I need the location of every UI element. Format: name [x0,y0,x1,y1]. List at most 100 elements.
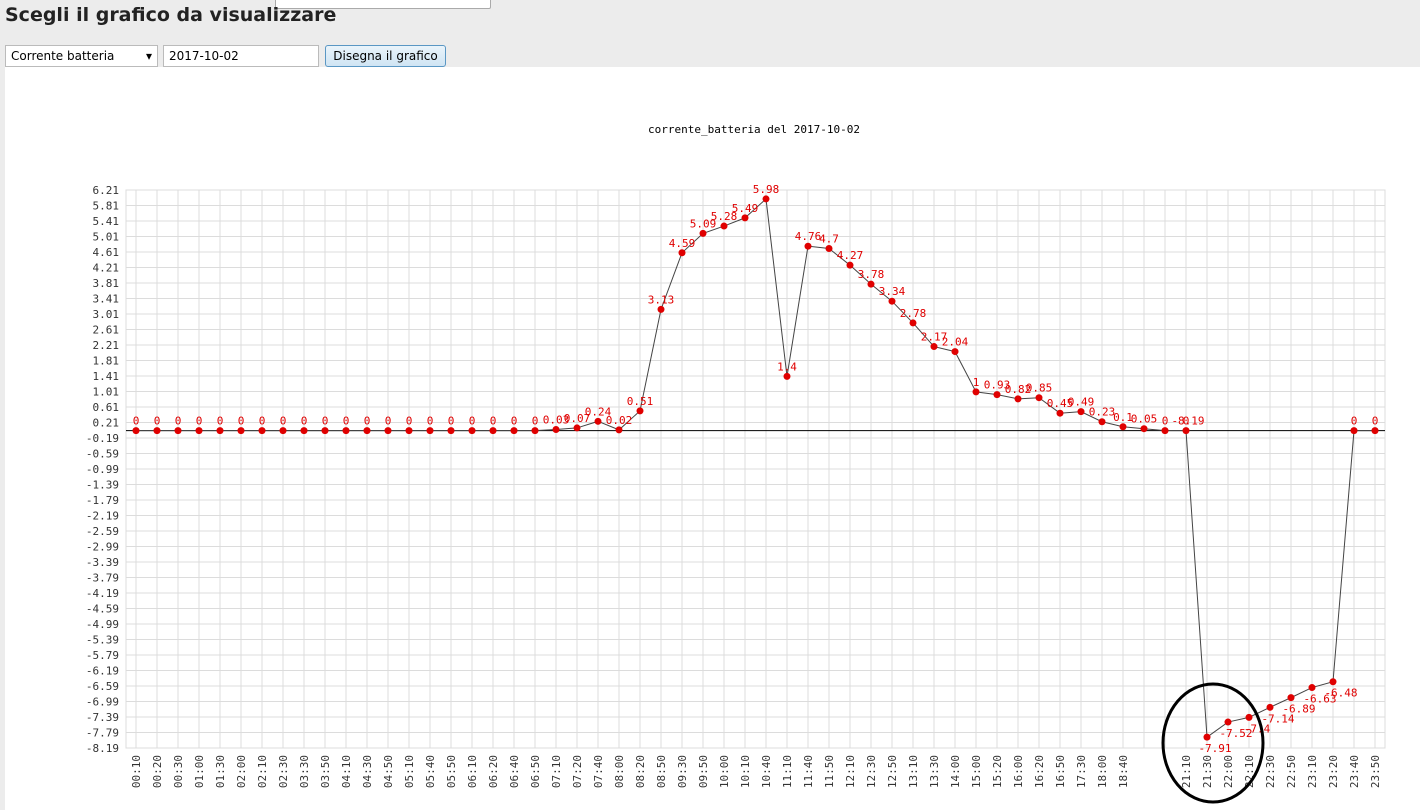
data-point [174,427,182,435]
data-label: 0 [427,415,434,428]
x-tick-label: 13:10 [907,755,920,788]
x-tick-label: 12:30 [865,755,878,788]
x-tick-label: 16:00 [1012,755,1025,788]
draw-button[interactable]: Disegna il grafico [325,45,446,67]
data-label: 0 [154,415,161,428]
x-tick-label: 00:20 [151,755,164,788]
y-tick-label: -4.99 [86,618,119,631]
data-label: 2.04 [942,336,969,349]
data-point [909,319,917,327]
data-label: 0 [322,415,329,428]
data-point [741,214,749,222]
plot-border [125,189,1386,749]
y-tick-label: 6.21 [93,184,120,197]
data-label: 0.45 [1047,397,1074,410]
x-tick-label: 00:30 [172,755,185,788]
data-label: 0.07 [564,412,591,425]
data-label: 0.85 [1026,382,1053,395]
y-tick-label: -5.79 [86,649,119,662]
data-label: 0 [448,415,455,428]
data-label: 0 [175,415,182,428]
date-input[interactable]: 2017-10-02 [163,45,319,67]
y-tick-label: 0.21 [93,417,120,430]
x-tick-label: 07:10 [550,755,563,788]
data-point [468,427,476,435]
data-label: 3.78 [858,268,885,281]
data-point [489,427,497,435]
data-label: 0.49 [1068,396,1095,409]
data-label: 0.93 [984,379,1011,392]
x-tick-label: 10:40 [760,755,773,788]
data-point [552,425,560,433]
y-tick-label: -7.39 [86,711,119,724]
y-tick-label: 0.61 [93,401,120,414]
y-tick-label: -6.19 [86,665,119,678]
y-tick-label: 5.41 [93,215,120,228]
x-tick-label: 11:50 [823,755,836,788]
data-label: 0 [1372,415,1379,428]
x-tick-label: 10:00 [718,755,731,788]
data-point [132,427,140,435]
x-tick-label: 22:00 [1222,755,1235,788]
x-tick-label: 11:40 [802,755,815,788]
x-tick-label: 16:20 [1033,755,1046,788]
data-label: 0.03 [543,413,570,426]
data-point [678,249,686,257]
data-label: -7.52 [1219,727,1252,740]
y-tick-label: 1.41 [93,370,120,383]
data-label: 0 [1183,415,1190,428]
data-point [720,222,728,230]
chart-select[interactable]: Corrente batteria ▾ [5,45,158,67]
y-tick-label: -2.19 [86,510,119,523]
y-tick-label: -8.19 [86,742,119,755]
data-label: 0.51 [627,395,654,408]
data-point [1056,409,1064,417]
data-label: 0 [280,415,287,428]
y-tick-label: 4.21 [93,262,120,275]
data-label: 0 [406,415,413,428]
data-point [1119,423,1127,431]
data-point [531,427,539,435]
data-label: 0 [217,415,224,428]
y-tick-label: -3.79 [86,572,119,585]
data-point [237,427,245,435]
x-tick-label: 23:50 [1369,755,1382,788]
data-point [930,343,938,351]
data-label: 1 [973,376,980,389]
data-label: 0.23 [1089,406,1116,419]
y-tick-label: 4.61 [93,246,120,259]
data-label: -6.89 [1282,703,1315,716]
data-point [426,427,434,435]
data-label: -7.91 [1198,742,1231,755]
data-point [615,426,623,434]
data-point [1140,425,1148,433]
data-label: 0 [490,415,497,428]
data-label: 4.7 [819,233,839,246]
data-label: 5.98 [753,183,780,196]
x-tick-label: 22:30 [1264,755,1277,788]
y-tick-label: 3.41 [93,293,120,306]
data-point [951,348,959,356]
x-tick-label: 23:40 [1348,755,1361,788]
annotation: -8.19 [1171,415,1204,428]
data-label: 0 [301,415,308,428]
data-label: 3.34 [879,285,906,298]
x-tick-label: 09:50 [697,755,710,788]
data-label: -6.48 [1324,687,1357,700]
data-label: 0.24 [585,405,612,418]
data-label: 2.78 [900,307,927,320]
data-point [1287,694,1295,702]
data-point [384,427,392,435]
data-label: 0 [511,415,518,428]
x-tick-label: 21:30 [1201,755,1214,788]
data-point [363,427,371,435]
data-point [300,427,308,435]
data-point [993,391,1001,399]
select-arrow: ▾ [145,49,152,63]
data-label: 0.82 [1005,383,1032,396]
data-point [657,305,665,313]
data-point [405,427,413,435]
tooltip-box [275,0,491,9]
x-tick-label: 06:50 [529,755,542,788]
data-point [1098,418,1106,426]
